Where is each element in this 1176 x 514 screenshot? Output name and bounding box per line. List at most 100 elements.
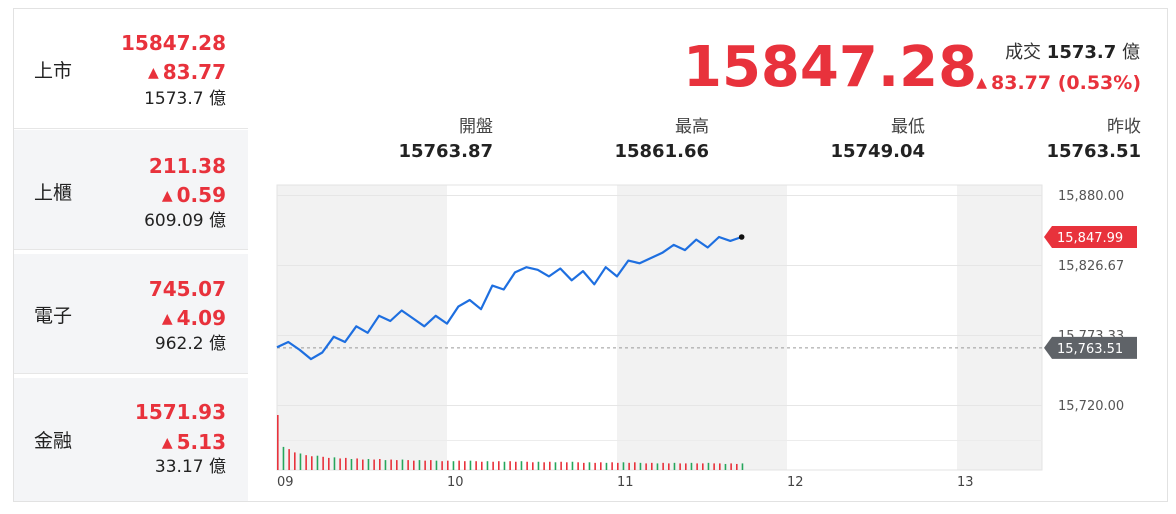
volume-bar <box>736 463 738 470</box>
volume-bar <box>549 461 551 470</box>
volume-bar <box>571 461 574 470</box>
volume-bar <box>611 462 613 470</box>
price-line <box>276 235 743 361</box>
volume-bar <box>475 461 477 470</box>
x-tick-label: 09 <box>277 475 294 490</box>
volume-bar <box>350 459 353 470</box>
volume-bar <box>401 459 404 470</box>
volume-bar <box>543 462 545 470</box>
volume-bar <box>685 463 687 470</box>
sidebar-item-otc[interactable]: 上櫃 211.38 ▲ 0.59 609.09 億 <box>14 130 248 250</box>
stat-high: 最高 15861.66 <box>549 116 709 164</box>
volume-bar <box>328 457 330 470</box>
y-tick-label: 15,720.00 <box>1058 399 1124 414</box>
volume-bar <box>639 462 642 470</box>
volume-bar <box>617 462 619 470</box>
turnover-unit: 億 <box>1122 42 1140 63</box>
volume-bar <box>662 462 664 470</box>
sidebar-item-finance[interactable]: 金融 1571.93 ▲ 5.13 33.17 億 <box>14 378 248 501</box>
turnover-row: 成交 1573.7 億 <box>1005 41 1140 65</box>
x-tick-label: 10 <box>447 475 464 490</box>
volume-bar <box>724 463 727 470</box>
volume-bar <box>379 459 381 470</box>
volume-bar <box>311 456 313 470</box>
volume-bar <box>447 460 449 470</box>
volume-bar <box>418 460 421 470</box>
volume-bar <box>690 462 693 470</box>
volume-bar <box>390 459 392 470</box>
volume-bar <box>696 463 698 470</box>
volume-bar <box>492 461 494 470</box>
sidebar-item-volume: 1573.7 億 <box>144 89 226 109</box>
volume-bar <box>673 462 676 470</box>
volume-bar <box>345 457 347 470</box>
volume-bar <box>339 458 341 470</box>
y-tick-label: 15,826.67 <box>1058 259 1124 274</box>
x-tick-label: 13 <box>957 475 974 490</box>
sidebar-item-name: 電子 <box>34 305 73 327</box>
volume-bar <box>503 461 506 470</box>
volume-bar <box>333 457 336 470</box>
volume-bar <box>707 462 710 470</box>
volume-bar <box>532 462 534 470</box>
current-value-tag <box>1044 226 1137 249</box>
sidebar-item-value: 1571.93 <box>134 400 226 424</box>
sidebar-item-name: 上市 <box>34 60 73 82</box>
volume-bar <box>441 461 443 470</box>
sidebar-item-change-value: 5.13 <box>176 430 226 454</box>
turnover-label: 成交 <box>1005 42 1042 63</box>
triangle-up-icon: ▲ <box>161 435 173 451</box>
volume-bar <box>515 461 517 470</box>
sidebar-item-change: ▲ 83.77 <box>148 60 226 87</box>
triangle-up-icon: ▲ <box>976 75 987 91</box>
volume-bar <box>481 461 483 470</box>
volume-bar <box>713 463 715 470</box>
volume-bar <box>282 446 285 470</box>
stat-value: 15763.51 <box>1046 141 1141 162</box>
volume-bar <box>702 463 704 470</box>
sidebar-item-change-value: 83.77 <box>162 60 226 84</box>
sidebar-item-name: 金融 <box>34 430 73 452</box>
volume-bar <box>520 461 523 470</box>
stat-value: 15749.04 <box>830 141 925 162</box>
volume-bar <box>362 459 364 470</box>
volume-bar <box>294 452 296 470</box>
sidebar-item-change: ▲ 4.09 <box>162 306 226 333</box>
sidebar-item-volume: 609.09 億 <box>144 211 226 231</box>
hour-band <box>957 185 1042 470</box>
volume-bar <box>424 460 426 470</box>
sidebar-item-change: ▲ 5.13 <box>162 430 226 457</box>
volume-bar <box>668 463 670 470</box>
sidebar-item-listed[interactable]: 上市 15847.28 ▲ 83.77 1573.7 億 <box>14 9 248 129</box>
triangle-up-icon: ▲ <box>161 188 173 204</box>
price-change: ▲ 83.77 (0.53%) <box>976 71 1141 97</box>
current-value-label: 15,847.99 <box>1057 231 1123 246</box>
stat-label: 最高 <box>675 117 709 137</box>
prev-close-label: 15,763.51 <box>1057 342 1123 357</box>
volume-bar <box>656 463 659 470</box>
hour-band <box>617 185 787 470</box>
volume-bar <box>413 460 415 470</box>
volume-bar <box>322 456 324 470</box>
volume-bar <box>730 463 732 470</box>
sidebar-item-electronics[interactable]: 電子 745.07 ▲ 4.09 962.2 億 <box>14 254 248 374</box>
sidebar-item-value: 745.07 <box>148 277 226 301</box>
volume-bar <box>645 463 647 470</box>
stat-label: 最低 <box>891 117 925 137</box>
volume-bar <box>719 463 721 470</box>
y-tick-label: 15,880.00 <box>1058 189 1124 204</box>
volume-bar <box>583 462 585 470</box>
volume-bar <box>634 462 636 470</box>
volume-bar <box>486 461 489 470</box>
turnover-value: 1573.7 <box>1046 42 1117 63</box>
volume-bar <box>594 462 596 470</box>
last-point-dot <box>738 234 745 240</box>
sidebar-item-volume: 962.2 億 <box>154 334 226 354</box>
volume-bar <box>316 455 319 470</box>
volume-bar <box>384 460 387 470</box>
volume-bar <box>628 462 630 470</box>
volume-bar <box>600 462 602 470</box>
volume-bar <box>560 461 562 470</box>
volume-bar <box>651 462 653 470</box>
